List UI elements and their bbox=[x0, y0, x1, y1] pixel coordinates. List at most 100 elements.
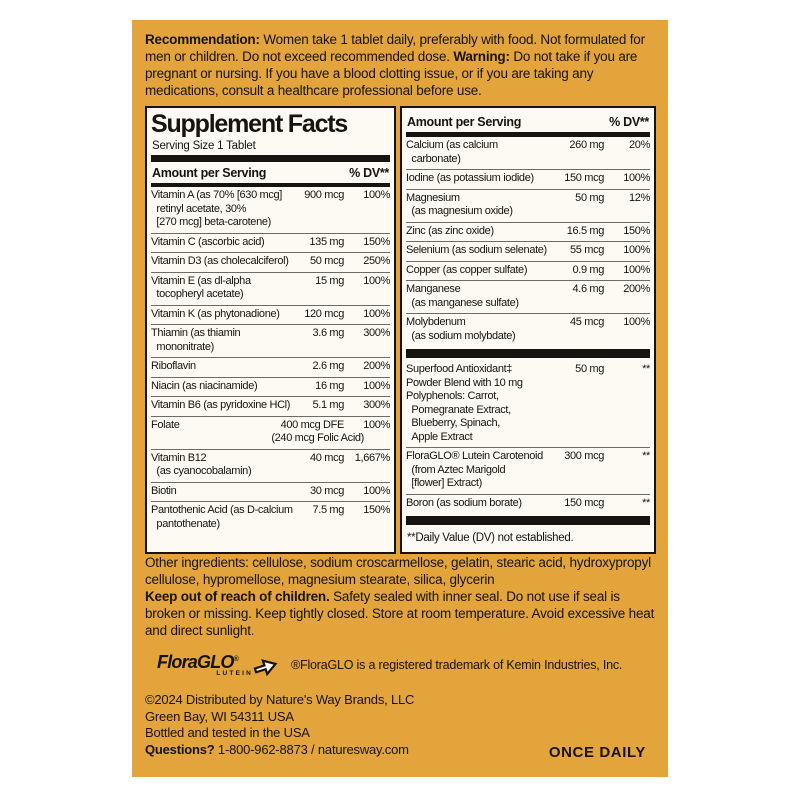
table-row: FloraGLO® Lutein Carotenoid (from Aztec … bbox=[406, 447, 650, 494]
table-row-line: Vitamin E (as dl-alpha tocopheryl acetat… bbox=[151, 275, 390, 302]
arrow-icon bbox=[253, 659, 278, 677]
nutrient-dv: 12% bbox=[629, 191, 650, 204]
table-row: Vitamin C (ascorbic acid) 135 mg 150% bbox=[151, 232, 390, 253]
table-row: Boron (as sodium borate) 150 mcg ** bbox=[406, 493, 650, 514]
header-dv: % DV** bbox=[609, 115, 649, 129]
table-row: Vitamin K (as phytonadione) 120 mcg 100% bbox=[151, 304, 390, 325]
table-row: Riboflavin 2.6 mg 200% bbox=[151, 357, 390, 377]
table-row-line: Vitamin C (ascorbic acid) 135 mg 150% bbox=[151, 236, 390, 250]
recommendation-body: Women take 1 tablet daily, preferably wi… bbox=[145, 32, 645, 64]
nutrient-amount: 900 mcg bbox=[304, 189, 344, 201]
nutrient-dv: 250% bbox=[363, 255, 390, 267]
nutrient-dv: 150% bbox=[363, 235, 390, 248]
nutrient-amount: 50 mcg bbox=[310, 255, 344, 267]
facts-panel-right: Amount per Serving % DV** Calcium (as ca… bbox=[400, 106, 656, 554]
mineral-table: Calcium (as calcium carbonate) 260 mg 20… bbox=[406, 137, 650, 525]
nutrient-subnote: (240 mcg Folic Acid) bbox=[271, 432, 364, 444]
nutrient-amount: 30 mcg bbox=[310, 484, 344, 497]
questions-line: Questions? 1-800-962-8873 / naturesway.c… bbox=[145, 742, 656, 759]
table-row: Niacin (as niacinamide) 16 mg 100% bbox=[151, 376, 390, 397]
warning-body: Do not take if you are pregnant or nursi… bbox=[145, 49, 638, 98]
logo-glo: GLO bbox=[197, 652, 234, 672]
nutrient-amount: 300 mcg bbox=[564, 450, 604, 462]
nutrient-name: Vitamin A (as 70% [630 mcg] retinyl acet… bbox=[151, 189, 282, 228]
nutrient-dv: 200% bbox=[623, 283, 650, 295]
table-row: Molybdenum (as sodium molybdate) 45 mcg … bbox=[406, 313, 650, 346]
nutrient-name: Manganese (as manganese sulfate) bbox=[406, 283, 519, 309]
table-row: Magnesium (as magnesium oxide) 50 mg 12% bbox=[406, 188, 650, 222]
logo-flora: Flora bbox=[157, 652, 198, 672]
keep-out-label: Keep out of reach of children. bbox=[145, 589, 330, 604]
table-row: Thiamin (as thiamin mononitrate) 3.6 mg … bbox=[151, 324, 390, 357]
nutrient-amount: 50 mg bbox=[575, 191, 604, 204]
registered-mark: ® bbox=[233, 656, 239, 663]
nutrient-name: Vitamin K (as phytonadione) bbox=[151, 307, 280, 320]
table-header: Amount per Serving % DV** bbox=[151, 162, 390, 187]
facts-panel-left: Supplement Facts Serving Size 1 Tablet A… bbox=[145, 106, 396, 554]
nutrient-dv: 100% bbox=[623, 244, 650, 256]
nutrient-amount: 45 mcg bbox=[570, 316, 604, 328]
nutrient-amount: 2.6 mg bbox=[312, 360, 344, 372]
recommendation-label: Recommendation: bbox=[145, 32, 260, 47]
table-row-line: Copper (as copper sulfate) 0.9 mg 100% bbox=[406, 264, 650, 278]
header-amount: Amount per Serving bbox=[152, 166, 267, 180]
logo-lutein-text: LUTEIN bbox=[216, 670, 253, 677]
nutrient-name: Folate bbox=[151, 418, 180, 431]
table-row: Superfood Antioxidant‡ Powder Blend with… bbox=[406, 361, 650, 447]
nutrient-name: Zinc (as zinc oxide) bbox=[406, 224, 494, 237]
table-row: Vitamin A (as 70% [630 mcg] retinyl acet… bbox=[151, 187, 390, 233]
nutrient-name: Molybdenum (as sodium molybdate) bbox=[406, 316, 516, 342]
nutrient-amount: 15 mg bbox=[315, 274, 344, 287]
recommendation-text: Recommendation: Women take 1 tablet dail… bbox=[145, 31, 656, 99]
distributor-line: ©2024 Distributed by Nature's Way Brands… bbox=[145, 692, 415, 707]
supplement-facts: Supplement Facts Serving Size 1 Tablet A… bbox=[145, 106, 656, 554]
nutrient-dv: 100% bbox=[363, 274, 390, 287]
table-header: Amount per Serving % DV** bbox=[406, 111, 650, 137]
table-row-line: Vitamin B12 (as cyanocobalamin) 40 mcg 1… bbox=[151, 452, 390, 479]
nutrient-name: Boron (as sodium borate) bbox=[406, 496, 522, 509]
nutrient-dv: 300% bbox=[363, 399, 390, 411]
nutrient-amount: 5.1 mg bbox=[312, 399, 344, 411]
table-row: Zinc (as zinc oxide) 16.5 mg 150% bbox=[406, 221, 650, 242]
table-row-line: Niacin (as niacinamide) 16 mg 100% bbox=[151, 380, 390, 394]
nutrient-dv: 100% bbox=[623, 316, 650, 328]
nutrient-dv: 1,667% bbox=[354, 451, 391, 464]
nutrient-amount: 55 mcg bbox=[570, 244, 604, 256]
nutrient-dv: 300% bbox=[363, 327, 390, 339]
table-row: Vitamin B6 (as pyridoxine HCl) 5.1 mg 30… bbox=[151, 396, 390, 416]
nutrient-dv: 150% bbox=[623, 224, 650, 237]
nutrient-name: Calcium (as calcium carbonate) bbox=[406, 139, 498, 165]
table-row-line: Superfood Antioxidant‡ Powder Blend with… bbox=[406, 363, 650, 444]
other-ingredients: Other ingredients: cellulose, sodium cro… bbox=[145, 555, 651, 587]
nutrient-amount: 150 mcg bbox=[564, 496, 604, 509]
divider-bar bbox=[406, 349, 650, 358]
table-row: Calcium (as calcium carbonate) 260 mg 20… bbox=[406, 137, 650, 169]
nutrient-name: Riboflavin bbox=[151, 360, 196, 372]
table-row-line: Folate 400 mcg DFE 100% bbox=[151, 419, 390, 433]
nutrient-name: Vitamin B12 (as cyanocobalamin) bbox=[151, 451, 252, 478]
table-row: Biotin 30 mcg 100% bbox=[151, 481, 390, 502]
divider-bar bbox=[151, 155, 390, 162]
nutrient-amount: 3.6 mg bbox=[312, 327, 344, 339]
questions-label: Questions? bbox=[145, 741, 215, 757]
once-daily-text: ONCE DAILY bbox=[548, 744, 646, 761]
trademark-text: ®FloraGLO is a registered trademark of K… bbox=[291, 657, 623, 672]
floraglo-logo: FloraGLO® LUTEIN bbox=[157, 652, 279, 677]
divider-bar bbox=[406, 516, 650, 525]
table-row-line: Magnesium (as magnesium oxide) 50 mg 12% bbox=[406, 192, 650, 219]
keep-out-body: Safety sealed with inner seal. Do not us… bbox=[145, 589, 655, 638]
table-row-line: Molybdenum (as sodium molybdate) 45 mcg … bbox=[406, 316, 650, 343]
distributor-block: ©2024 Distributed by Nature's Way Brands… bbox=[145, 692, 656, 758]
questions-contact: 1-800-962-8873 / naturesway.com bbox=[214, 741, 409, 757]
table-row-line: FloraGLO® Lutein Carotenoid (from Aztec … bbox=[406, 450, 650, 491]
nutrient-dv: 100% bbox=[363, 418, 390, 431]
table-row: Vitamin D3 (as cholecalciferol) 50 mcg 2… bbox=[151, 252, 390, 272]
header-amount: Amount per Serving bbox=[407, 115, 522, 129]
nutrient-name: Magnesium (as magnesium oxide) bbox=[406, 191, 513, 218]
dv-footnote: **Daily Value (DV) not established. bbox=[407, 532, 574, 544]
supplement-label: Recommendation: Women take 1 tablet dail… bbox=[132, 20, 668, 777]
safety-warning: Keep out of reach of children. Safety se… bbox=[145, 588, 656, 639]
nutrient-name: Vitamin B6 (as pyridoxine HCl) bbox=[151, 399, 291, 411]
nutrient-amount: 4.6 mg bbox=[572, 283, 604, 295]
nutrient-amount: 260 mg bbox=[569, 139, 604, 151]
